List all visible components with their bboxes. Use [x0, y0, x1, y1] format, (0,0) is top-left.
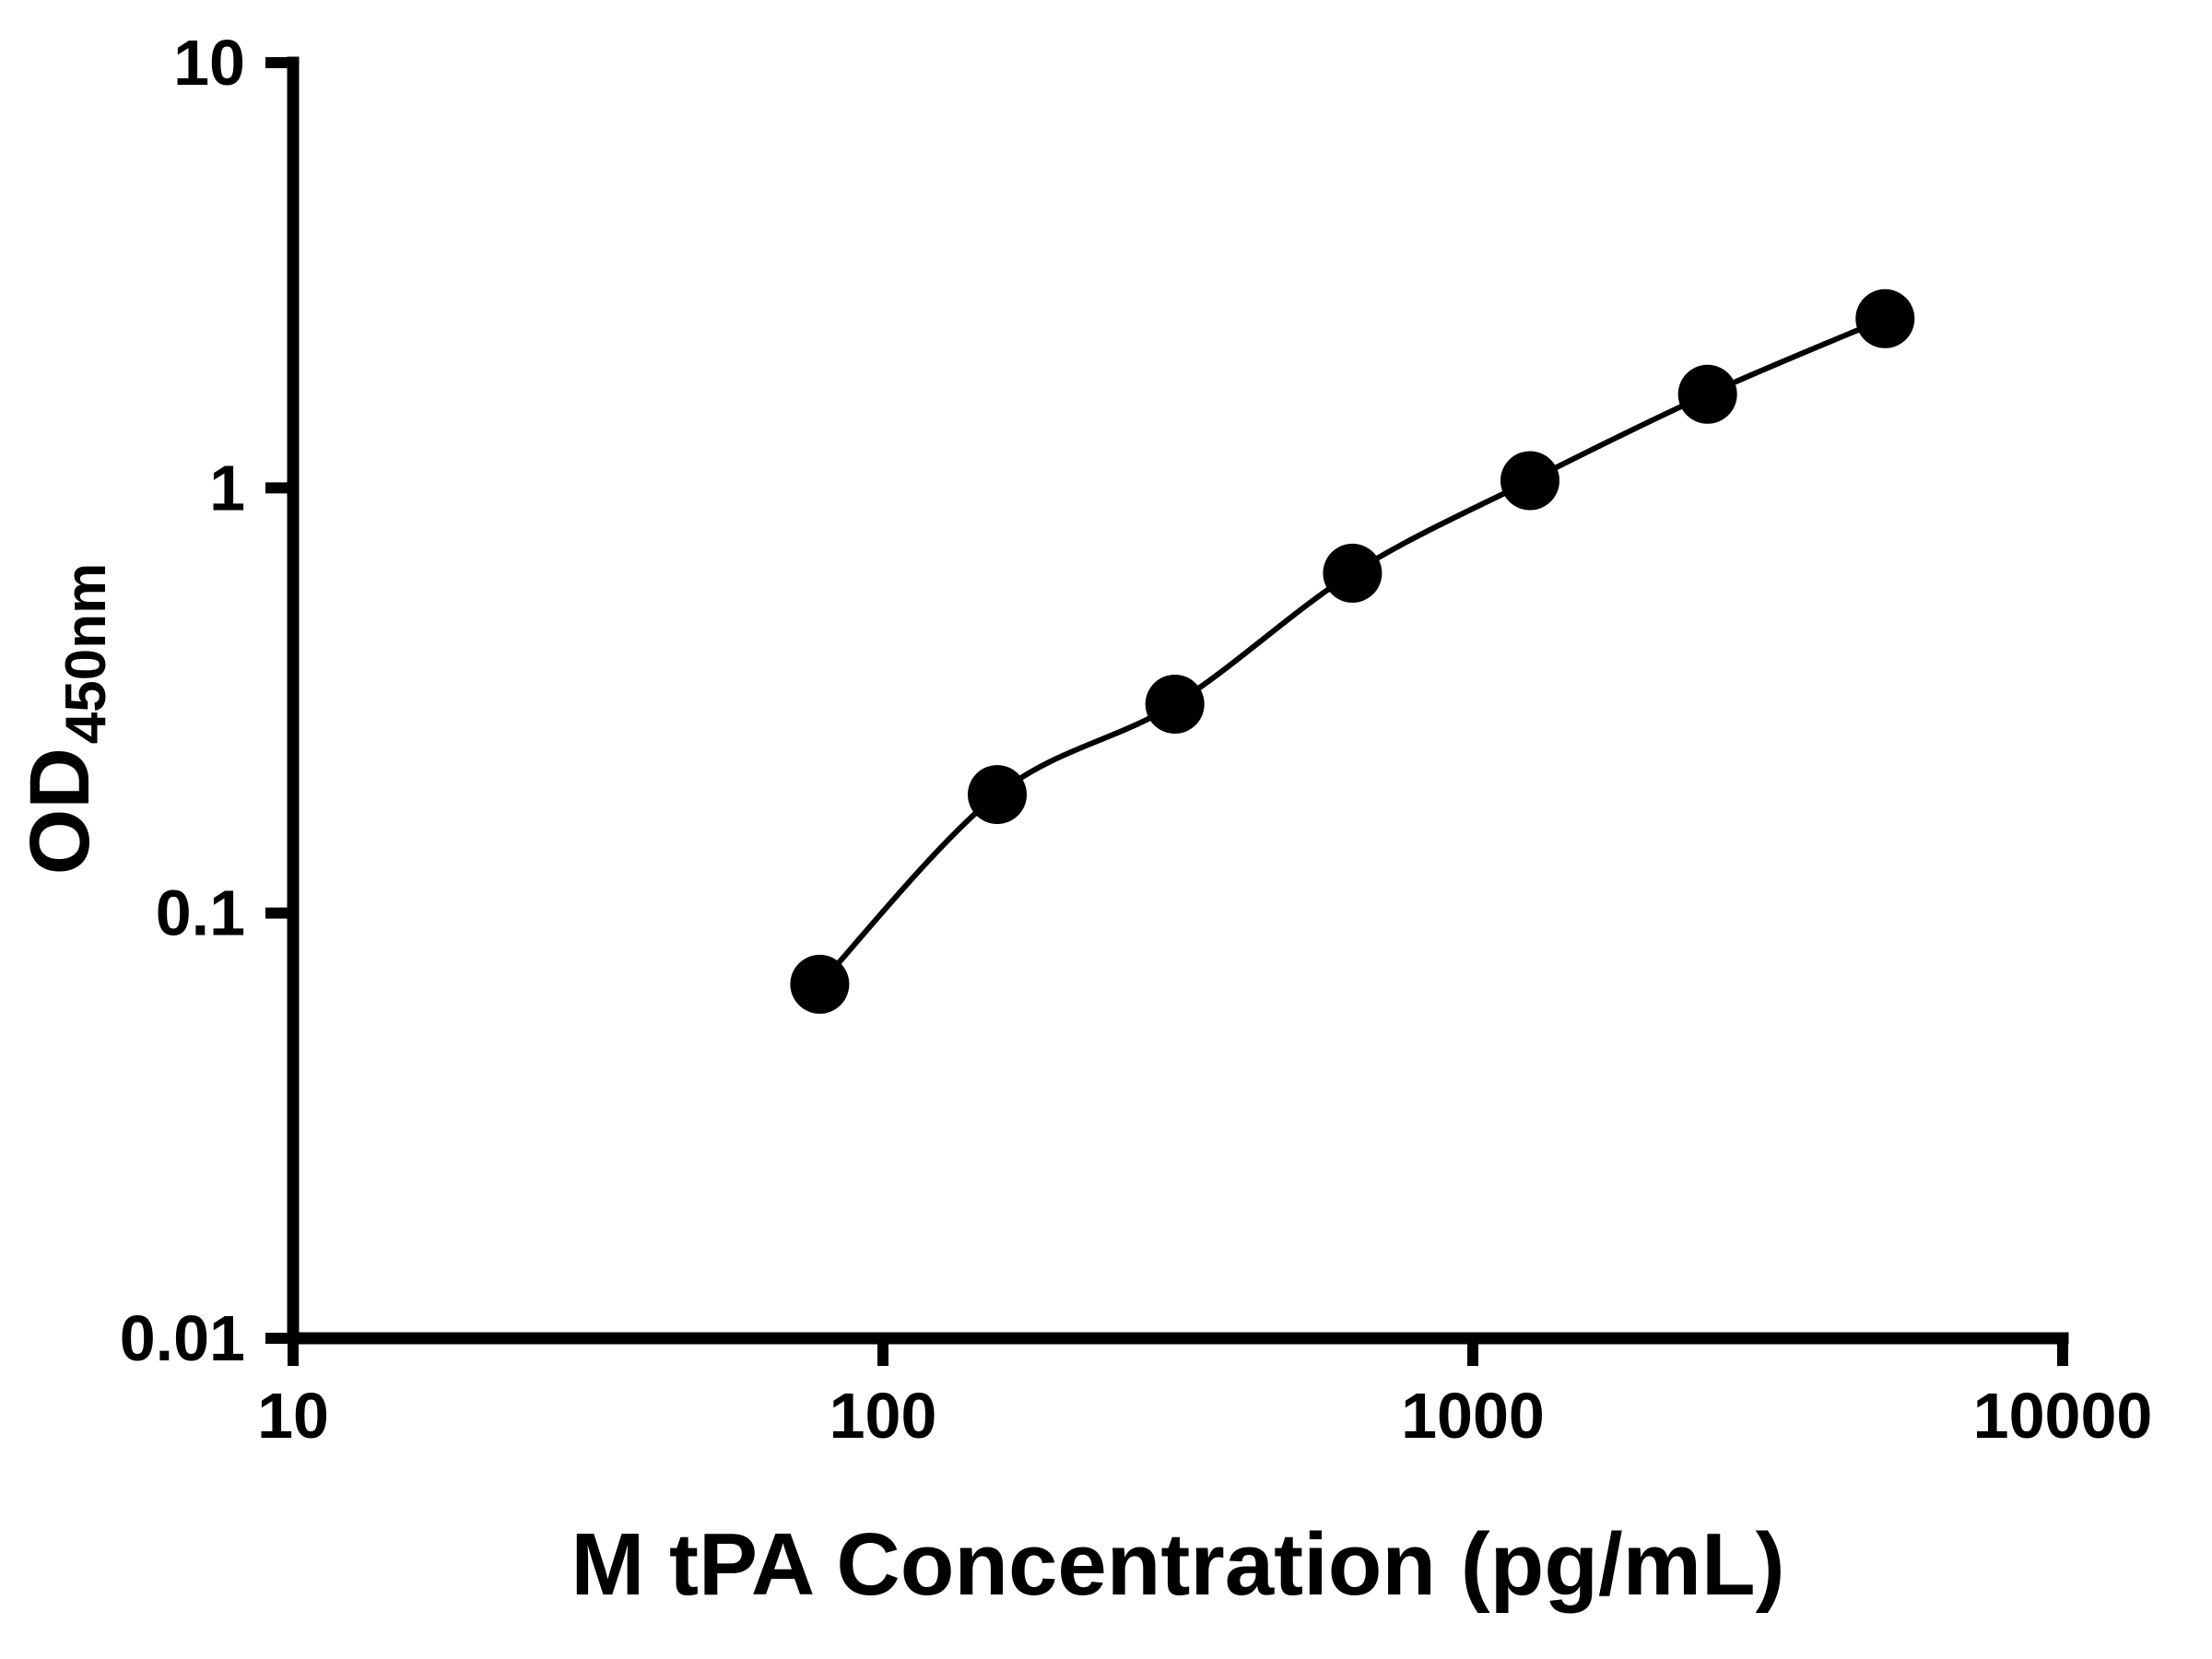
- x-tick-label: 10000: [1973, 1380, 2153, 1452]
- x-tick-label: 100: [830, 1380, 937, 1452]
- y-axis-title: OD 450nm: [13, 563, 118, 875]
- x-tick-label: 10: [257, 1380, 329, 1452]
- ticks-group: 10 100 1000 10000 0.01 0.1 1 10: [120, 27, 2153, 1452]
- plot-group: [790, 288, 1915, 1014]
- x-axis-title: M tPA Concentration (pg/mL): [571, 1515, 1784, 1614]
- data-point: [968, 765, 1027, 825]
- y-tick-label: 1: [209, 452, 245, 524]
- data-point: [790, 954, 850, 1014]
- data-point: [1855, 288, 1915, 348]
- y-tick-label: 0.1: [156, 877, 245, 949]
- data-point: [1500, 451, 1559, 511]
- y-axis-title-subscript: 450nm: [54, 563, 118, 744]
- data-point: [1145, 675, 1205, 734]
- y-tick-label: 0.01: [120, 1302, 245, 1374]
- x-tick-label: 1000: [1401, 1380, 1545, 1452]
- y-tick-label: 10: [173, 27, 245, 99]
- data-point: [1323, 543, 1382, 603]
- data-point: [1677, 364, 1737, 424]
- fit-curve: [818, 316, 1887, 986]
- y-axis-title-main: OD: [13, 747, 107, 875]
